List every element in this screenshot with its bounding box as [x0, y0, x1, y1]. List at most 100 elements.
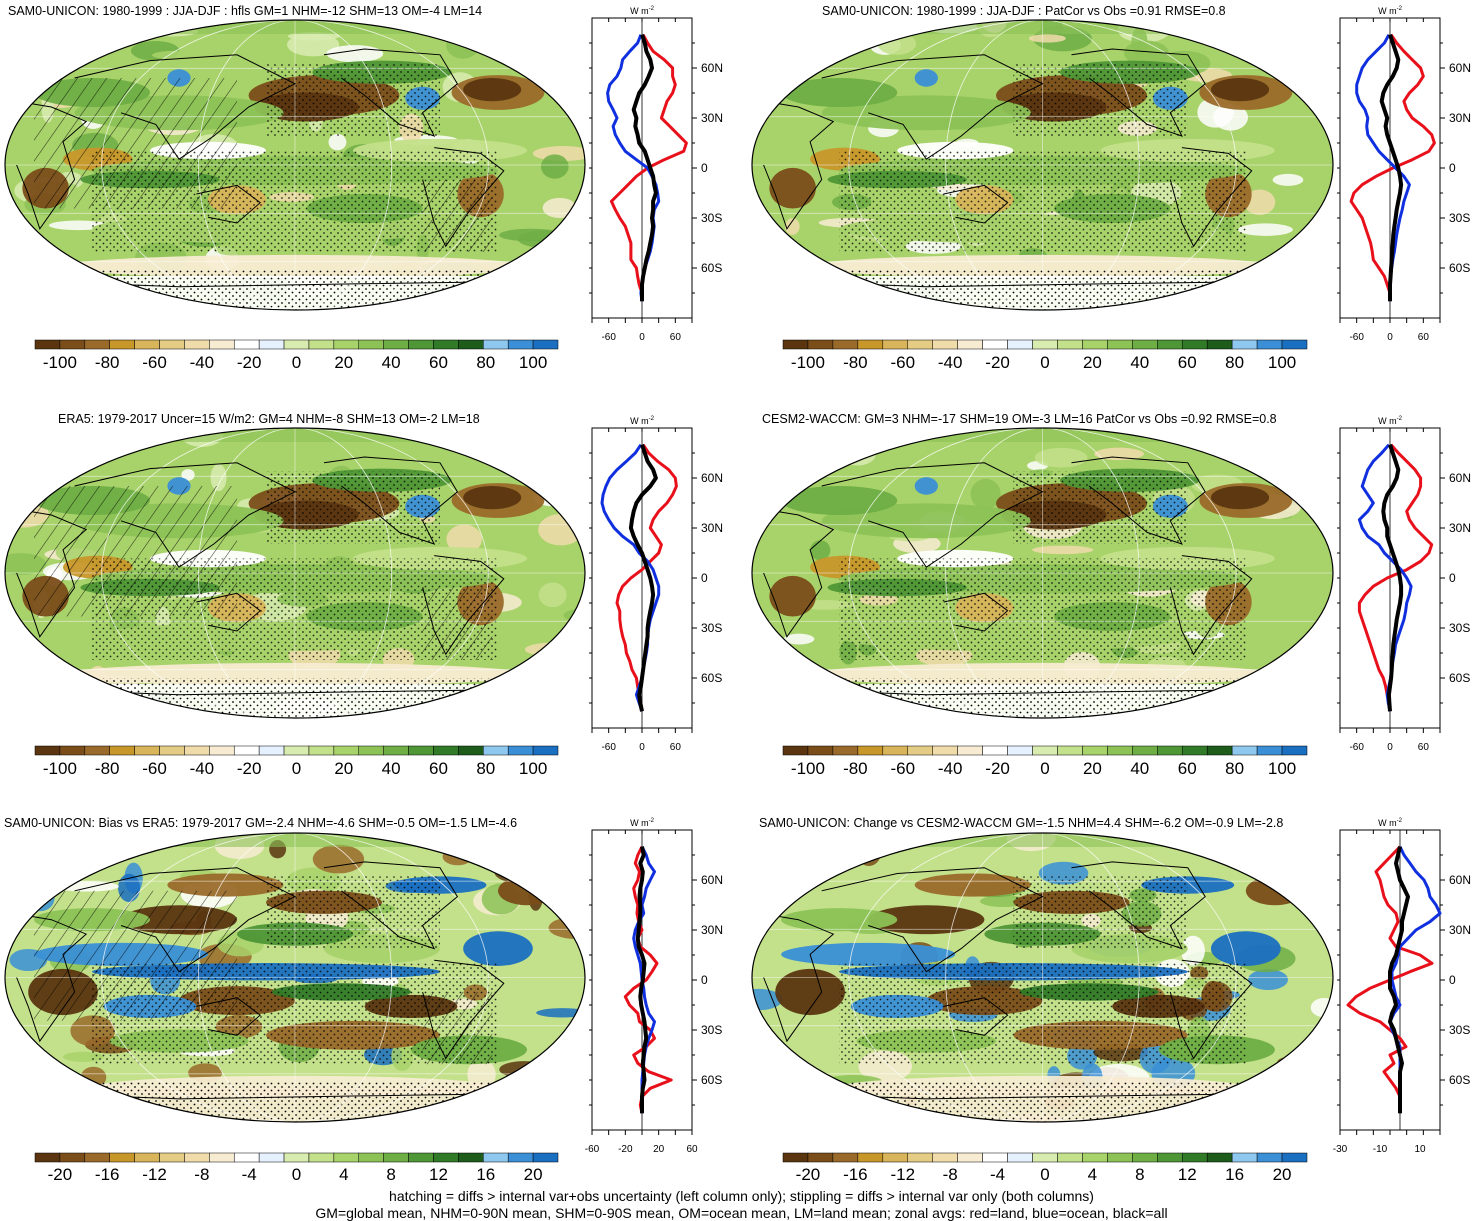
colorbar-label: -40 [938, 353, 963, 372]
lat-tick-label: 30N [701, 521, 723, 535]
panel-title-p3: ERA5: 1979-2017 Uncer=15 W/m2: GM=4 NHM=… [58, 412, 480, 426]
colorbar-swatch [1032, 1152, 1058, 1163]
colorbar-swatch [1107, 339, 1133, 350]
colorbar-label: -16 [95, 1165, 120, 1184]
colorbar-swatch [1281, 1152, 1308, 1163]
lat-tick-label: 60S [1449, 671, 1470, 685]
footer-note-line2: GM=global mean, NHM=0-90N mean, SHM=0-90… [315, 1205, 1168, 1221]
x-tick-label: 0 [639, 742, 645, 753]
colorbar-swatch [932, 745, 958, 756]
colorbar-swatch [433, 1152, 459, 1163]
panel-title-p1: SAM0-UNICON: 1980-1999 : JJA-DJF : hfls … [8, 4, 483, 18]
colorbar-label: 8 [386, 1165, 395, 1184]
colorbar-swatch [184, 339, 210, 350]
colorbar-swatch [333, 745, 360, 756]
series-line-all [628, 444, 658, 712]
series-line-all [631, 34, 658, 302]
map-p3 [4, 427, 586, 719]
profile-p2: W m-2 60N 30N 0 30S 60S -60 0 60 [1337, 6, 1471, 343]
colorbar-swatch [109, 745, 135, 756]
colorbar-swatch [258, 1152, 285, 1163]
colorbar-label: -100 [43, 353, 77, 372]
x-tick-label: 60 [686, 1144, 698, 1155]
colorbar-swatch [383, 745, 409, 756]
units-label: W m-2 [630, 6, 654, 16]
colorbar-swatch [957, 1152, 983, 1163]
colorbar-swatch [1082, 745, 1108, 756]
x-tick-label: -10 [1373, 1144, 1388, 1155]
colorbar-swatch [832, 745, 859, 756]
x-tick-label: 10 [1414, 1144, 1426, 1155]
colorbar-swatch [34, 745, 61, 756]
colorbar-label: 0 [292, 1165, 301, 1184]
colorbar-label: -40 [938, 759, 963, 778]
colorbar-label: 4 [339, 1165, 348, 1184]
map-outline [751, 19, 1334, 311]
colorbar-swatch [1007, 339, 1033, 350]
units-label: W m-2 [1378, 6, 1402, 16]
colorbar-swatch [258, 745, 285, 756]
series-line-all [1388, 846, 1410, 1114]
panel-title-p4: CESM2-WACCM: GM=3 NHM=-17 SHM=19 OM=-3 L… [762, 412, 1277, 426]
colorbar-label: 12 [429, 1165, 448, 1184]
colorbar-p1: -100 -80 -60 -40 -20 0 20 40 60 80 100 [34, 339, 559, 372]
colorbar-swatch [1107, 1152, 1133, 1163]
colorbar-p6: -20 -16 -12 -8 -4 0 4 8 12 16 20 [782, 1152, 1308, 1184]
colorbar-label: -60 [142, 759, 167, 778]
colorbar-label: -40 [190, 353, 215, 372]
colorbar-label: -80 [843, 353, 868, 372]
lat-tick-label: 60S [701, 1073, 722, 1087]
panel-title-p5: SAM0-UNICON: Bias vs ERA5: 1979-2017 GM=… [4, 816, 518, 830]
colorbar-label: -100 [43, 759, 77, 778]
colorbar-swatch [957, 745, 983, 756]
colorbar-swatch [1206, 1152, 1233, 1163]
colorbar-label: -20 [48, 1165, 73, 1184]
colorbar-swatch [283, 745, 310, 756]
colorbar-swatch [907, 1152, 933, 1163]
lat-tick-label: 30S [701, 621, 722, 635]
lat-tick-label: 0 [1449, 161, 1456, 175]
colorbar-swatch [1007, 1152, 1033, 1163]
map-outline [4, 427, 586, 719]
lat-tick-label: 30N [1449, 521, 1471, 535]
colorbar-label: -8 [943, 1165, 958, 1184]
colorbar-swatch [109, 339, 135, 350]
x-tick-label: 60 [1418, 332, 1430, 343]
colorbar-label: -20 [237, 353, 262, 372]
colorbar-label: -12 [142, 1165, 167, 1184]
colorbar-swatch [308, 745, 335, 756]
x-tick-label: -30 [1333, 1144, 1348, 1155]
lat-tick-label: 60S [701, 261, 722, 275]
colorbar-swatch [507, 745, 534, 756]
colorbar-swatch [84, 339, 110, 350]
colorbar-swatch [283, 339, 310, 350]
x-tick-label: 60 [670, 332, 682, 343]
lat-tick-label: 30S [1449, 621, 1470, 635]
colorbar-swatch [408, 745, 434, 756]
panel-title-p2: SAM0-UNICON: 1980-1999 : JJA-DJF : PatCo… [822, 4, 1226, 18]
colorbar-swatch [1132, 745, 1158, 756]
colorbar-label: 100 [519, 353, 547, 372]
colorbar-label: 0 [292, 353, 301, 372]
lat-tick-label: 30N [701, 111, 723, 125]
colorbar-label: -80 [843, 759, 868, 778]
colorbar-label: -60 [890, 353, 915, 372]
colorbar-swatch [34, 339, 61, 350]
colorbar-swatch [1057, 745, 1083, 756]
colorbar-swatch [258, 339, 285, 350]
colorbar-swatch [184, 745, 210, 756]
colorbar-swatch [882, 745, 909, 756]
colorbar-swatch [1032, 745, 1058, 756]
x-tick-label: 20 [653, 1144, 665, 1155]
colorbar-label: 0 [1040, 1165, 1049, 1184]
units-label: W m-2 [630, 416, 654, 426]
lat-tick-label: 30S [701, 211, 722, 225]
colorbar-swatch [159, 745, 185, 756]
colorbar-swatch [982, 339, 1008, 350]
colorbar-swatch [782, 1152, 809, 1163]
colorbar-label: -60 [890, 759, 915, 778]
lat-tick-label: 30S [1449, 1023, 1470, 1037]
lat-tick-label: 60N [701, 471, 723, 485]
colorbar-swatch [308, 339, 335, 350]
colorbar-swatch [408, 1152, 434, 1163]
